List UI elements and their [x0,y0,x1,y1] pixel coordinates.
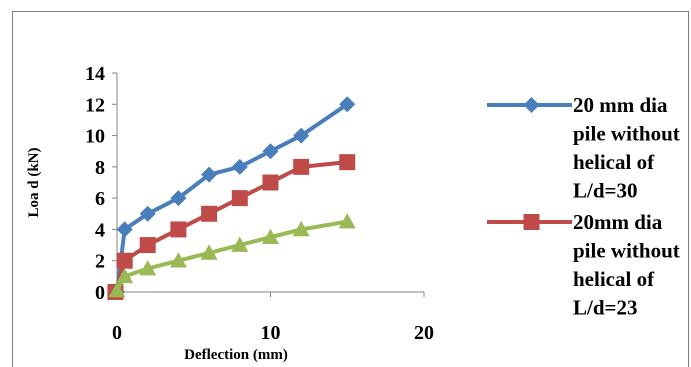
y-tick-label: 10 [85,126,105,148]
legend-label-line: 20 mm dia [573,93,668,117]
legend-label-line: 20mm dia [573,210,663,234]
y-tick-label: 12 [85,94,105,116]
y-axis-title: Loa d (kN) [26,147,42,217]
legend-label-line: helical of [573,267,655,291]
series-1 [109,96,356,300]
data-point [231,236,249,252]
data-point [108,281,126,298]
data-point [139,260,157,276]
data-point [201,166,218,183]
legend: 20 mm dia pile without helical of L/d=30 20m… [487,93,680,320]
data-point [339,96,356,113]
series-2 [107,154,356,300]
data-point [292,220,310,237]
y-tick-label: 14 [85,63,105,85]
series-3 [108,213,356,298]
legend-marker [523,97,540,113]
y-tick-label: 6 [95,188,105,210]
data-point [170,221,187,238]
legend-entry-1: 20 mm dia pile without helical of L/d=30 [487,93,680,203]
y-tick-label: 0 [95,282,105,304]
data-point [116,252,133,269]
data-point [169,252,187,268]
x-axis-title: Deflection (mm) [184,347,288,363]
x-tick-label: 20 [414,322,434,344]
legend-label-line: L/d=30 [573,179,638,203]
legend-label-line: helical of [573,150,655,174]
data-point [262,174,279,191]
data-point [338,213,356,229]
data-point [231,158,248,175]
data-point [293,158,310,175]
legend-label-line: pile without [573,122,680,146]
data-point [116,267,134,284]
data-point [293,127,310,144]
data-point [262,228,279,245]
series-layer [107,96,356,300]
data-point [200,244,218,260]
data-point [262,143,279,160]
data-point [170,190,187,207]
data-point [139,237,156,254]
axes: 0 2 4 6 8 10 12 14 0 10 20 Deflection (mm) Loa d (kN… [26,63,434,363]
y-tick-label: 8 [95,157,105,179]
y-tick-label: 2 [95,251,105,273]
legend-entry-2: 20mm dia pile without helical of L/d=23 [487,210,680,320]
data-point [201,205,218,222]
data-point [339,154,356,171]
legend-marker [523,214,540,230]
chart-frame [12,11,689,367]
legend-label-line: pile without [573,239,680,263]
y-tick-label: 4 [95,219,105,241]
data-point [139,205,156,222]
data-point [116,221,133,238]
legend-label-line: L/d=23 [573,296,638,320]
data-point [231,190,248,207]
x-tick-label: 10 [261,322,281,344]
x-tick-label: 0 [112,322,122,344]
series-line [115,219,348,292]
